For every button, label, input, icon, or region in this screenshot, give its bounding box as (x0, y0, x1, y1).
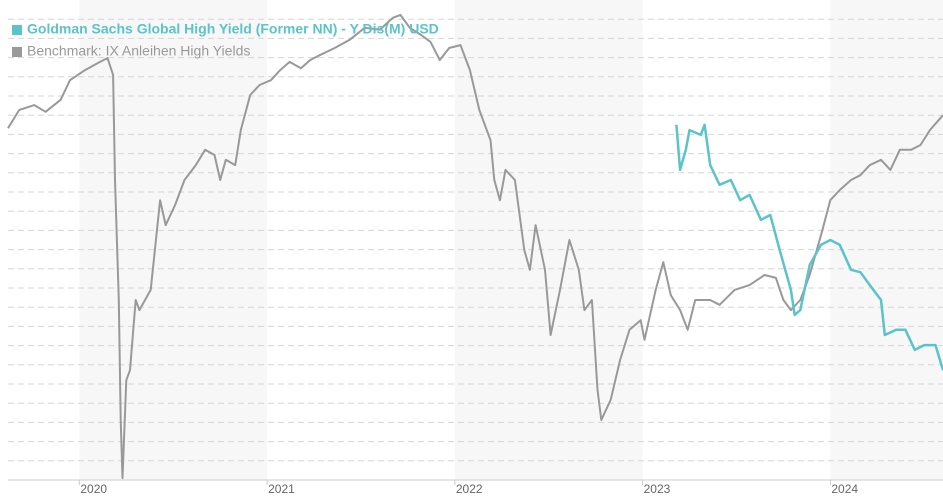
x-axis: 2020 2021 2022 2023 2024 (8, 479, 943, 496)
legend-label: Benchmark: IX Anleihen High Yields (27, 43, 250, 59)
series-line (7, 13, 943, 480)
year-bands (79, 0, 943, 480)
legend-swatch (12, 25, 22, 35)
year-band (79, 0, 268, 480)
year-band (830, 0, 943, 480)
series-line (675, 123, 943, 371)
x-tick-label: 2022 (456, 482, 483, 496)
x-tick-label: 2024 (831, 482, 858, 496)
legend-swatch (12, 47, 22, 57)
x-tick-label: 2023 (644, 482, 671, 496)
x-tick-label: 2020 (80, 482, 107, 496)
grid (8, 18, 943, 462)
lines (7, 13, 943, 480)
year-band (454, 0, 643, 480)
x-tick-label: 2021 (268, 482, 295, 496)
legend-label: Goldman Sachs Global High Yield (Former … (27, 21, 439, 37)
legend: Goldman Sachs Global High Yield (Former … (12, 21, 439, 59)
